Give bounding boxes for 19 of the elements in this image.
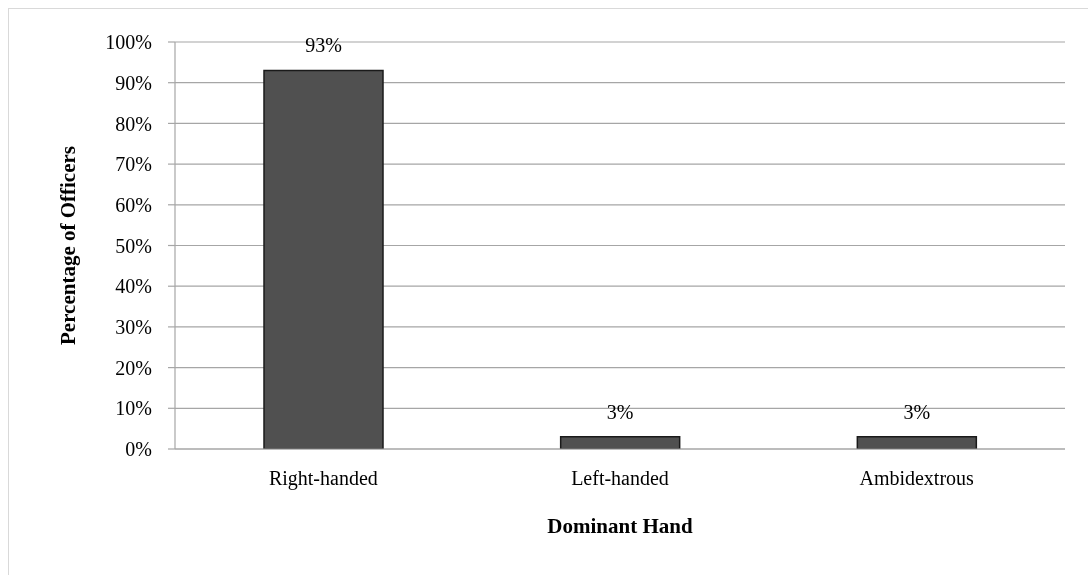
x-axis-title: Dominant Hand <box>547 514 693 538</box>
y-tick-label: 90% <box>115 71 152 94</box>
y-tick-label: 10% <box>115 397 152 420</box>
y-tick-label: 50% <box>115 234 152 257</box>
y-tick-label: 30% <box>115 316 152 338</box>
data-label: 3% <box>606 400 634 423</box>
x-tick-label: Left-handed <box>571 467 669 490</box>
data-label: 93% <box>305 34 342 57</box>
x-tick-label: Ambidextrous <box>859 467 975 490</box>
y-tick-label: 20% <box>115 356 152 379</box>
data-label: 3% <box>903 400 931 423</box>
y-tick-label: 80% <box>115 112 152 135</box>
y-tick-label: 100% <box>105 31 152 54</box>
y-tick-label: 40% <box>115 275 152 298</box>
x-tick-label: Right-handed <box>268 467 378 491</box>
y-tick-label: 0% <box>125 438 152 461</box>
y-tick-label: 70% <box>115 153 152 176</box>
y-tick-label: 60% <box>115 193 152 216</box>
y-axis-title: Percentage of Officers <box>56 145 80 346</box>
